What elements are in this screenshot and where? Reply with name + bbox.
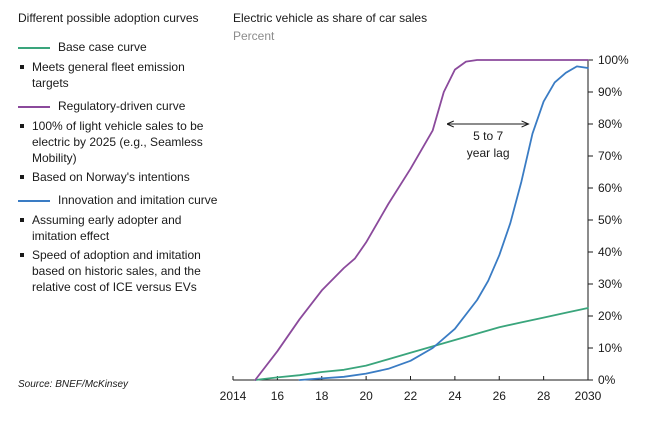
panel-title: Different possible adoption curves — [18, 11, 199, 25]
chart-title: Electric vehicle as share of car sales — [233, 11, 428, 25]
x-tick-label: 2030 — [575, 389, 602, 403]
source-note: Source: BNEF/McKinsey — [18, 379, 129, 390]
legend-swatch-innovation — [18, 200, 50, 202]
x-tick-label: 24 — [448, 389, 462, 403]
lag-annotation-text: year lag — [467, 146, 510, 160]
legend-swatch-base — [18, 47, 50, 49]
bullet-item: Speed of adoption and imitation based on… — [18, 247, 218, 295]
curve-group-regulatory: Regulatory-driven curve 100% of light ve… — [18, 99, 218, 185]
legend-entry-innovation: Innovation and imitation curve — [18, 193, 218, 208]
chart-subtitle: Percent — [233, 29, 275, 43]
legend-panel: Different possible adoption curves Base … — [18, 10, 218, 303]
curve-group-innovation: Innovation and imitation curve Assuming … — [18, 193, 218, 295]
bullet-item: Assuming early adopter and imitation eff… — [18, 212, 218, 244]
y-tick-label: 50% — [598, 213, 622, 227]
legend-swatch-regulatory — [18, 106, 50, 108]
y-tick-label: 100% — [598, 53, 629, 67]
x-tick-label: 2014 — [220, 389, 247, 403]
x-tick-label: 16 — [271, 389, 285, 403]
curve-group-base: Base case curve Meets general fleet emis… — [18, 40, 218, 91]
lag-annotation-text: 5 to 7 — [473, 129, 503, 143]
y-tick-label: 0% — [598, 373, 616, 387]
series-line-regulatory — [254, 59, 589, 381]
x-tick-label: 22 — [404, 389, 418, 403]
y-tick-label: 90% — [598, 85, 622, 99]
y-tick-label: 60% — [598, 181, 622, 195]
bullet-list-innovation: Assuming early adopter and imitation eff… — [18, 212, 218, 295]
x-tick-label: 18 — [315, 389, 329, 403]
y-tick-label: 20% — [598, 309, 622, 323]
x-tick-label: 20 — [359, 389, 373, 403]
bullet-item: Meets general fleet emission targets — [18, 59, 218, 91]
y-tick-label: 40% — [598, 245, 622, 259]
y-tick-label: 80% — [598, 117, 622, 131]
y-tick-label: 10% — [598, 341, 622, 355]
series-line-base — [254, 307, 589, 381]
y-tick-label: 30% — [598, 277, 622, 291]
bullet-item: 100% of light vehicle sales to be electr… — [18, 118, 218, 166]
legend-entry-base: Base case curve — [18, 40, 218, 55]
curve-name-regulatory: Regulatory-driven curve — [58, 99, 186, 113]
y-tick-label: 70% — [598, 149, 622, 163]
curve-name-innovation: Innovation and imitation curve — [58, 193, 218, 207]
bullet-item: Based on Norway's intentions — [18, 169, 218, 185]
x-tick-label: 28 — [537, 389, 551, 403]
bullet-list-regulatory: 100% of light vehicle sales to be electr… — [18, 118, 218, 185]
curve-name-base: Base case curve — [58, 40, 147, 54]
legend-entry-regulatory: Regulatory-driven curve — [18, 99, 218, 114]
series-line-innovation — [298, 65, 589, 381]
bullet-list-base: Meets general fleet emission targets — [18, 59, 218, 91]
x-tick-label: 26 — [493, 389, 507, 403]
